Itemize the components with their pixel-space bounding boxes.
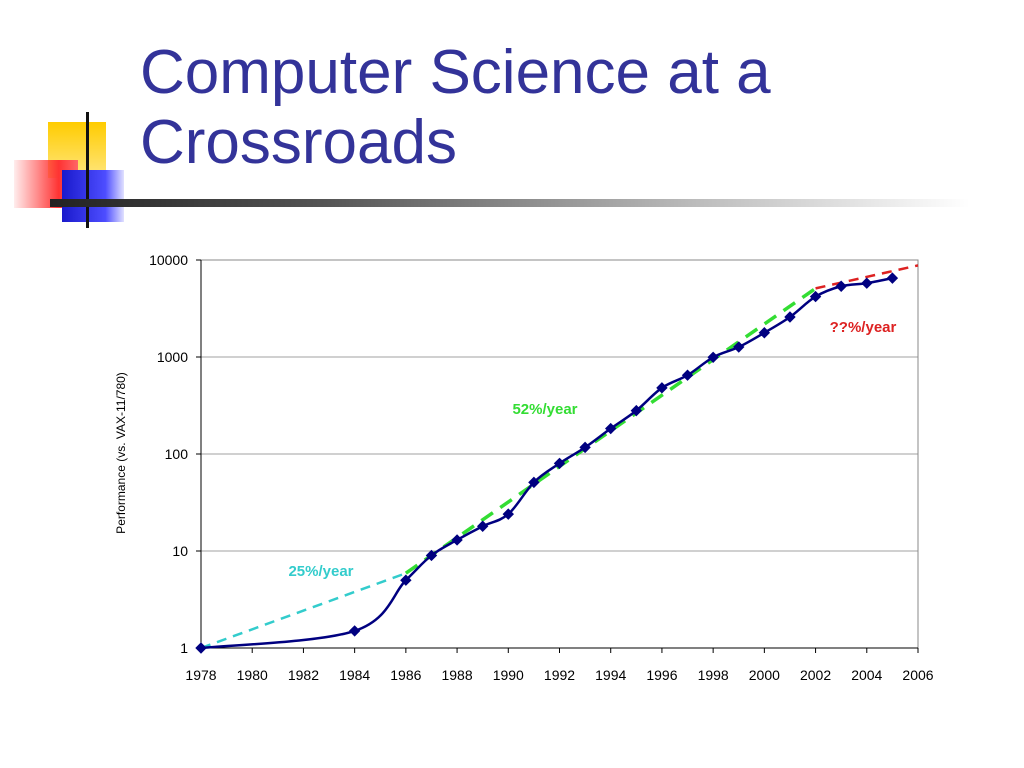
logo-vertical-line — [86, 112, 89, 228]
x-tick-label: 2006 — [902, 667, 933, 683]
logo-blue-square — [62, 170, 124, 222]
y-tick-label: 100 — [165, 446, 189, 462]
performance-line — [200, 276, 893, 650]
data-point-marker — [476, 520, 489, 532]
x-tick-label: 1988 — [441, 667, 472, 683]
data-point-marker — [502, 508, 514, 520]
x-tick-label: 1982 — [288, 667, 319, 683]
data-point-marker — [835, 280, 847, 292]
x-tick-label: 1984 — [339, 667, 370, 683]
y-axis-label: Performance (vs. VAX-11/780) — [114, 372, 128, 534]
data-point-marker — [553, 457, 566, 470]
x-tick-label: 1990 — [493, 667, 524, 683]
data-point-marker — [733, 341, 745, 353]
y-tick-label: 1000 — [157, 349, 188, 365]
series-layer — [195, 272, 899, 654]
data-point-marker — [758, 327, 771, 339]
trend-annotation: 25%/year — [288, 563, 353, 580]
label-layer: 25%/year 52%/year ??%/year — [288, 319, 896, 580]
trend-annotation: 52%/year — [512, 401, 577, 418]
trend-line — [815, 264, 919, 290]
y-tick-label: 10 — [172, 543, 188, 559]
data-point-marker — [528, 476, 540, 489]
x-tick-label: 2004 — [851, 667, 882, 683]
data-point-marker — [425, 549, 438, 562]
x-tick-label: 1998 — [698, 667, 729, 683]
data-point-marker — [400, 574, 412, 586]
x-tick-label: 1980 — [237, 667, 268, 683]
x-tick-label: 1994 — [595, 667, 626, 683]
data-point-marker — [886, 272, 899, 284]
slide-title-line-2: Crossroads — [140, 108, 457, 177]
data-point-marker — [605, 422, 617, 435]
data-point-marker — [861, 277, 873, 289]
data-point-marker — [579, 441, 591, 454]
x-tick-label: 1978 — [185, 667, 216, 683]
data-point-marker — [195, 642, 207, 654]
x-tick-label: 1992 — [544, 667, 575, 683]
y-tick-label: 10000 — [149, 252, 188, 268]
data-point-marker — [656, 382, 668, 394]
x-tick-label: 2002 — [800, 667, 831, 683]
trend-line — [404, 286, 817, 575]
data-point-marker — [348, 625, 361, 637]
slide-title: Computer Science at a Crossroads — [140, 38, 1000, 178]
data-point-marker — [707, 351, 719, 364]
slide-title-line-1: Computer Science at a — [140, 38, 771, 107]
x-tick-label: 1996 — [646, 667, 677, 683]
trend-line — [200, 572, 407, 650]
axis-layer: 1 10 100 1000 10000 1978 1980 1982 1984 1986 1988 1… — [114, 252, 934, 683]
data-point-marker — [784, 311, 796, 323]
x-tick-label: 2000 — [749, 667, 780, 683]
data-point-marker — [630, 404, 643, 417]
trend-layer — [200, 264, 919, 650]
x-tick-label: 1986 — [390, 667, 421, 683]
trend-annotation: ??%/year — [830, 319, 897, 336]
data-point-marker — [681, 369, 694, 381]
title-divider — [50, 199, 970, 207]
data-point-marker — [809, 290, 822, 303]
y-tick-label: 1 — [180, 640, 188, 656]
data-point-marker — [451, 534, 463, 546]
